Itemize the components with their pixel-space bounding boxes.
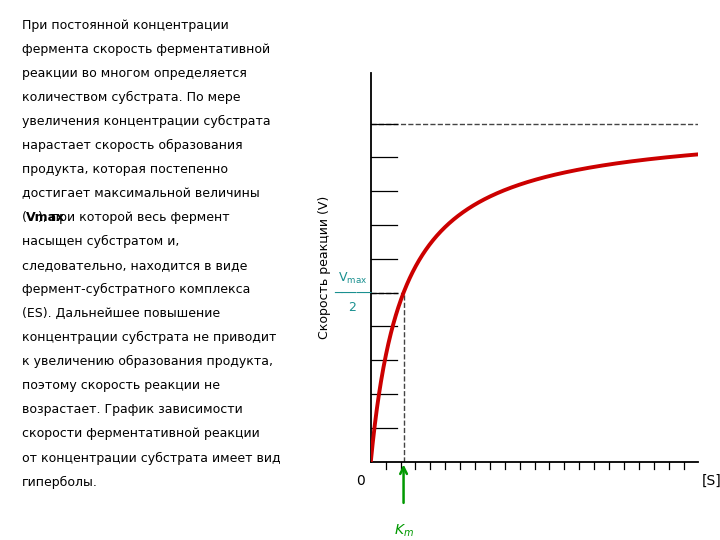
- Text: продукта, которая постепенно: продукта, которая постепенно: [22, 163, 228, 176]
- Text: к увеличению образования продукта,: к увеличению образования продукта,: [22, 355, 274, 368]
- Text: скорости ферментативной реакции: скорости ферментативной реакции: [22, 428, 260, 441]
- Text: увеличения концентрации субстрата: увеличения концентрации субстрата: [22, 115, 271, 128]
- Text: фермент-субстратного комплекса: фермент-субстратного комплекса: [22, 283, 251, 296]
- Text: концентрации субстрата не приводит: концентрации субстрата не приводит: [22, 332, 276, 345]
- Text: поэтому скорость реакции не: поэтому скорость реакции не: [22, 379, 220, 393]
- Text: [S]: [S]: [702, 474, 720, 488]
- Text: Vmax: Vmax: [25, 211, 65, 224]
- Text: ), при которой весь фермент: ), при которой весь фермент: [38, 211, 230, 224]
- Text: 0: 0: [356, 474, 365, 488]
- Text: $K_m$: $K_m$: [394, 523, 413, 539]
- Text: $\mathdefault{V_{max}}$
─────
$\mathdefault{2}$: $\mathdefault{V_{max}}$ ───── $\mathdefa…: [334, 271, 372, 314]
- Text: насыщен субстратом и,: насыщен субстратом и,: [22, 235, 179, 248]
- Text: реакции во многом определяется: реакции во многом определяется: [22, 67, 247, 80]
- Text: Скорость реакции (V): Скорость реакции (V): [318, 195, 331, 339]
- Text: фермента скорость ферментативной: фермента скорость ферментативной: [22, 43, 271, 56]
- Text: гиперболы.: гиперболы.: [22, 475, 98, 489]
- Text: (: (: [22, 211, 27, 224]
- Text: от концентрации субстрата имеет вид: от концентрации субстрата имеет вид: [22, 451, 281, 464]
- Text: возрастает. График зависимости: возрастает. График зависимости: [22, 403, 243, 416]
- Text: следовательно, находится в виде: следовательно, находится в виде: [22, 259, 248, 272]
- Text: количеством субстрата. По мере: количеством субстрата. По мере: [22, 91, 240, 104]
- Text: При постоянной концентрации: При постоянной концентрации: [22, 19, 229, 32]
- Text: достигает максимальной величины: достигает максимальной величины: [22, 187, 260, 200]
- Text: нарастает скорость образования: нарастает скорость образования: [22, 139, 243, 152]
- Text: (ES). Дальнейшее повышение: (ES). Дальнейшее повышение: [22, 307, 220, 320]
